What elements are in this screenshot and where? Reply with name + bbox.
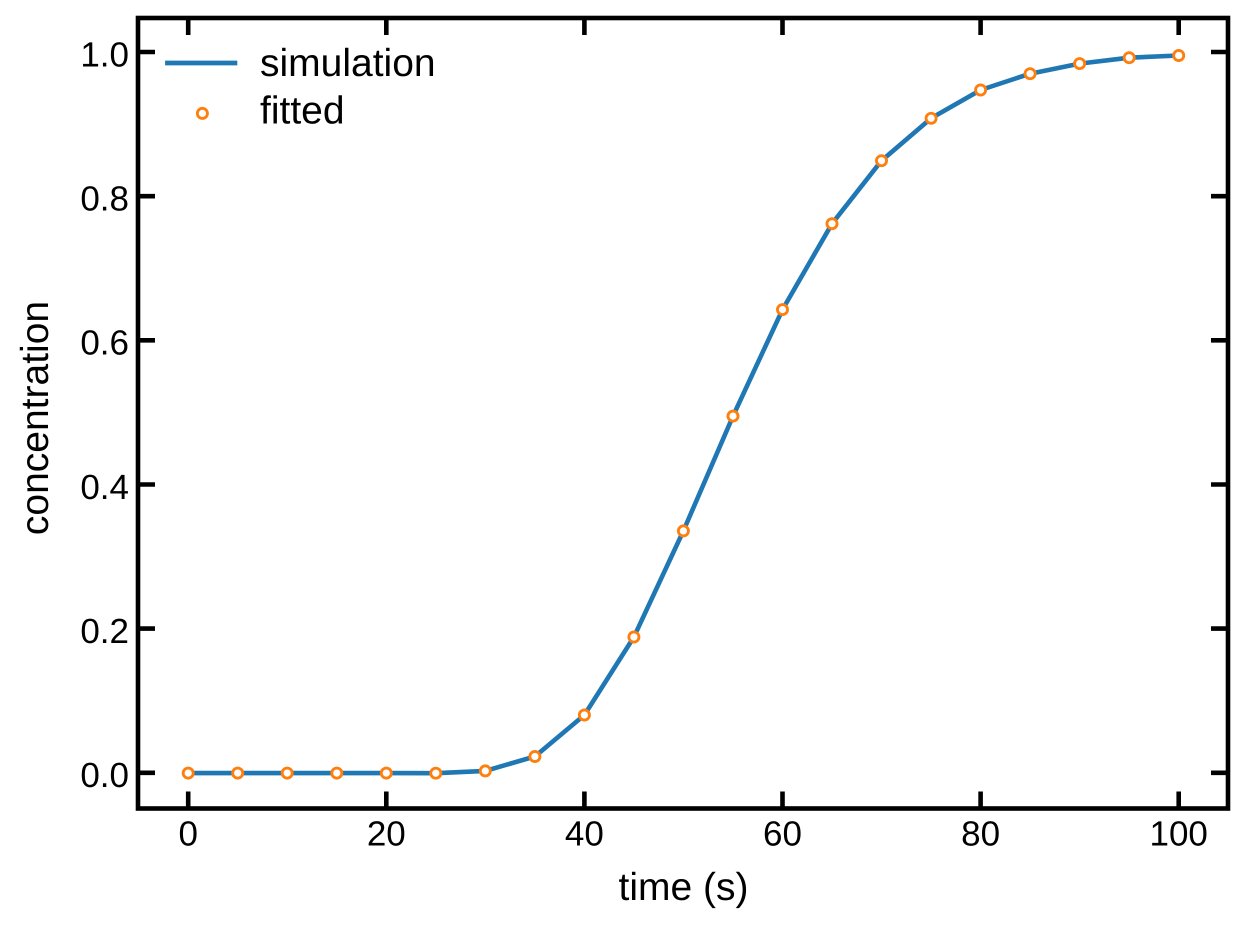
svg-text:0: 0 xyxy=(178,815,197,854)
svg-text:100: 100 xyxy=(1149,815,1207,854)
svg-text:concentration: concentration xyxy=(14,301,57,535)
svg-text:time (s): time (s) xyxy=(619,866,749,909)
svg-text:0.4: 0.4 xyxy=(80,468,129,507)
svg-text:0.2: 0.2 xyxy=(80,612,129,651)
svg-text:fitted: fitted xyxy=(260,89,345,132)
svg-text:40: 40 xyxy=(565,815,604,854)
svg-text:0.8: 0.8 xyxy=(80,180,129,219)
svg-text:0.6: 0.6 xyxy=(80,324,129,363)
svg-text:simulation: simulation xyxy=(260,42,436,85)
svg-text:60: 60 xyxy=(763,815,802,854)
svg-text:20: 20 xyxy=(367,815,406,854)
svg-text:1.0: 1.0 xyxy=(80,35,129,74)
svg-text:80: 80 xyxy=(961,815,1000,854)
svg-text:0.0: 0.0 xyxy=(80,756,129,795)
